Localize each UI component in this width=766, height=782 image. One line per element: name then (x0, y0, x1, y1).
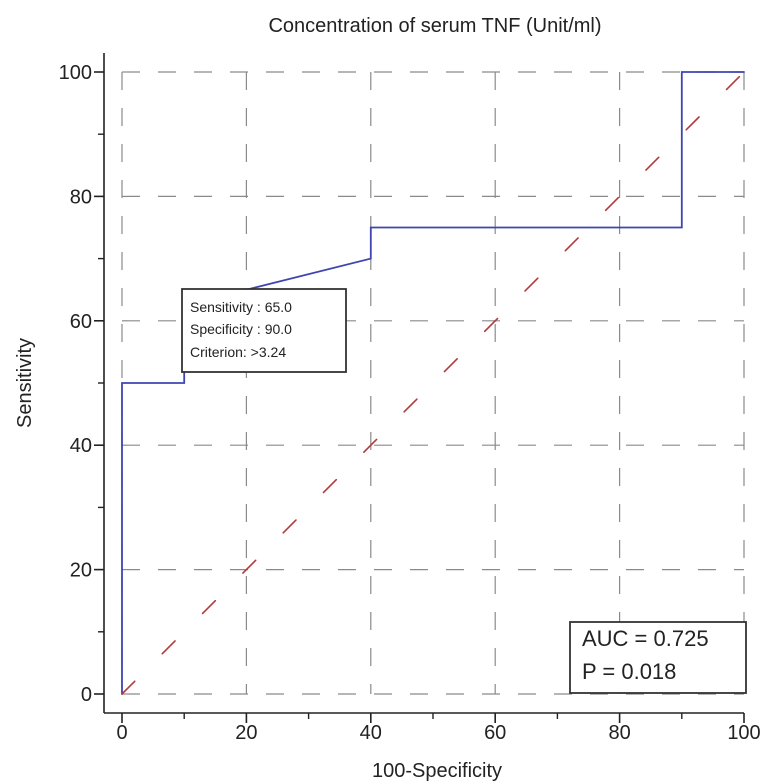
p-value: P = 0.018 (582, 659, 676, 684)
axis-ticks: 0 20 40 60 80 100 0 20 40 60 80 100 (59, 62, 761, 744)
callout-line-specificity: Specificity : 90.0 (190, 321, 292, 337)
x-tick-label-20: 20 (235, 722, 257, 744)
y-tick-label-20: 20 (70, 560, 92, 582)
y-tick-label-0: 0 (81, 684, 92, 706)
y-tick-label-100: 100 (59, 62, 92, 84)
axes (103, 53, 744, 714)
callout-box (181, 288, 347, 373)
x-tick-label-60: 60 (484, 722, 506, 744)
chart-title: Concentration of serum TNF (Unit/ml) (268, 15, 601, 37)
series-layer (121, 71, 745, 695)
y-tick-label-80: 80 (70, 186, 92, 208)
y-tick-label-40: 40 (70, 435, 92, 457)
x-tick-label-0: 0 (116, 722, 127, 744)
x-tick-label-80: 80 (608, 722, 630, 744)
x-axis-label: 100-Specificity (372, 760, 502, 782)
callout-line-sensitivity: Sensitivity : 65.0 (190, 299, 292, 315)
x-tick-label-100: 100 (727, 722, 760, 744)
stats-box-group: AUC = 0.725 P = 0.018 (569, 621, 747, 694)
y-axis-label: Sensitivity (14, 338, 36, 428)
roc-curve (121, 71, 745, 695)
operating-point-callout: Sensitivity : 65.0 Specificity : 90.0 Cr… (181, 288, 347, 373)
y-tick-label-60: 60 (70, 311, 92, 333)
auc-value: AUC = 0.725 (582, 626, 709, 651)
stats-box (569, 621, 747, 694)
callout-line-criterion: Criterion: >3.24 (190, 344, 286, 360)
x-tick-label-40: 40 (360, 722, 382, 744)
